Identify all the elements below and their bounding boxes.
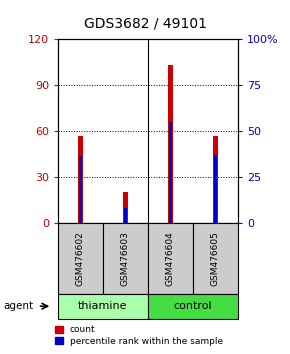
Text: agent: agent <box>3 301 33 311</box>
Bar <box>124 208 127 223</box>
Bar <box>193 223 238 294</box>
Text: GSM476604: GSM476604 <box>166 231 175 286</box>
Bar <box>58 223 103 294</box>
Text: thiamine: thiamine <box>78 301 128 311</box>
Bar <box>169 122 172 223</box>
Bar <box>103 223 148 294</box>
Bar <box>213 136 218 223</box>
Text: GSM476602: GSM476602 <box>76 231 85 286</box>
Legend: count, percentile rank within the sample: count, percentile rank within the sample <box>54 324 225 348</box>
Bar <box>148 223 193 294</box>
Bar <box>123 192 128 223</box>
Bar <box>214 155 217 223</box>
Bar <box>58 294 148 319</box>
Bar <box>148 294 238 319</box>
Text: GSM476605: GSM476605 <box>211 231 220 286</box>
Text: GSM476603: GSM476603 <box>121 231 130 286</box>
Bar <box>79 155 82 223</box>
Text: control: control <box>173 301 212 311</box>
Text: GDS3682 / 49101: GDS3682 / 49101 <box>84 16 206 30</box>
Bar <box>78 136 83 223</box>
Bar <box>168 65 173 223</box>
